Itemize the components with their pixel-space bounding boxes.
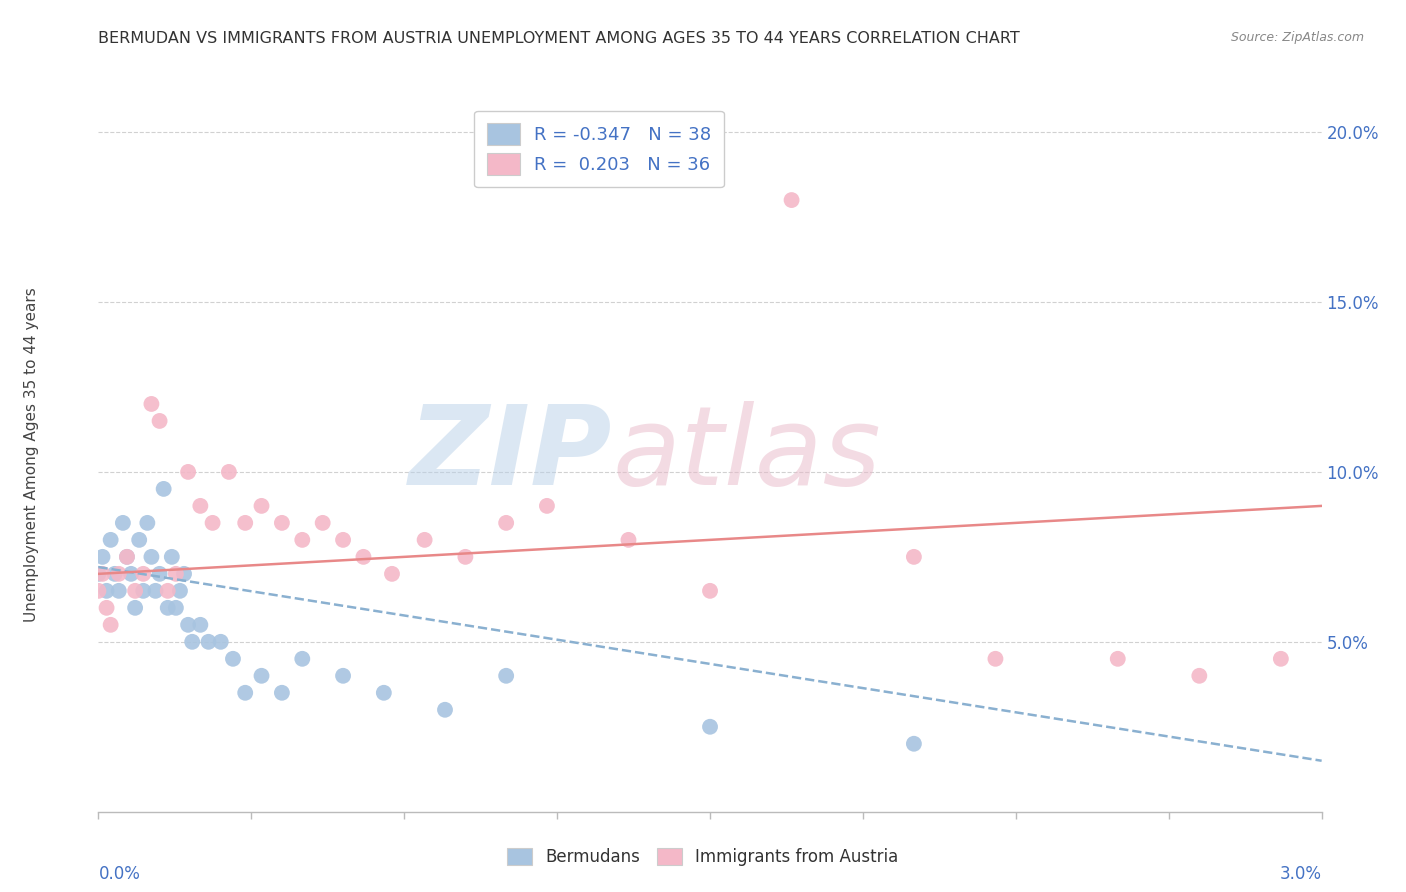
Point	[495, 516, 517, 530]
Point	[433, 703, 456, 717]
Point	[233, 516, 256, 530]
Point	[108, 566, 131, 581]
Point	[699, 720, 721, 734]
Point	[1107, 652, 1129, 666]
Point	[132, 566, 155, 581]
Point	[373, 686, 395, 700]
Point	[132, 583, 155, 598]
Point	[91, 566, 114, 581]
Point	[291, 652, 314, 666]
Point	[87, 583, 110, 598]
Point	[381, 566, 404, 581]
Text: atlas: atlas	[612, 401, 880, 508]
Point	[984, 652, 1007, 666]
Point	[124, 600, 146, 615]
Point	[120, 566, 142, 581]
Point	[188, 617, 212, 632]
Point	[177, 465, 200, 479]
Text: Unemployment Among Ages 35 to 44 years: Unemployment Among Ages 35 to 44 years	[24, 287, 38, 623]
Point	[87, 566, 110, 581]
Point	[145, 583, 167, 598]
Point	[270, 516, 292, 530]
Point	[1188, 669, 1211, 683]
Legend: Bermudans, Immigrants from Austria: Bermudans, Immigrants from Austria	[499, 840, 907, 875]
Point	[903, 549, 925, 564]
Point	[156, 600, 179, 615]
Legend: R = -0.347   N = 38, R =  0.203   N = 36: R = -0.347 N = 38, R = 0.203 N = 36	[474, 111, 724, 187]
Point	[100, 533, 122, 547]
Point	[100, 617, 122, 632]
Point	[160, 549, 183, 564]
Point	[169, 583, 191, 598]
Point	[177, 617, 200, 632]
Point	[128, 533, 150, 547]
Point	[91, 549, 114, 564]
Point	[903, 737, 925, 751]
Point	[165, 566, 187, 581]
Point	[699, 583, 721, 598]
Point	[413, 533, 436, 547]
Point	[270, 686, 292, 700]
Point	[332, 669, 354, 683]
Point	[291, 533, 314, 547]
Point	[115, 549, 138, 564]
Point	[156, 583, 179, 598]
Point	[141, 549, 163, 564]
Point	[136, 516, 159, 530]
Point	[201, 516, 224, 530]
Point	[332, 533, 354, 547]
Point	[197, 635, 219, 649]
Point	[96, 600, 118, 615]
Point	[165, 600, 187, 615]
Point	[617, 533, 640, 547]
Point	[454, 549, 477, 564]
Point	[250, 499, 273, 513]
Point	[780, 193, 803, 207]
Point	[104, 566, 127, 581]
Point	[152, 482, 174, 496]
Point	[352, 549, 374, 564]
Point	[173, 566, 195, 581]
Point	[233, 686, 256, 700]
Point	[536, 499, 558, 513]
Text: ZIP: ZIP	[409, 401, 612, 508]
Point	[218, 465, 240, 479]
Point	[124, 583, 146, 598]
Text: Source: ZipAtlas.com: Source: ZipAtlas.com	[1230, 31, 1364, 45]
Point	[1270, 652, 1292, 666]
Point	[115, 549, 138, 564]
Point	[149, 566, 172, 581]
Text: BERMUDAN VS IMMIGRANTS FROM AUSTRIA UNEMPLOYMENT AMONG AGES 35 TO 44 YEARS CORRE: BERMUDAN VS IMMIGRANTS FROM AUSTRIA UNEM…	[98, 31, 1021, 46]
Point	[149, 414, 172, 428]
Point	[209, 635, 232, 649]
Point	[111, 516, 134, 530]
Point	[96, 583, 118, 598]
Point	[141, 397, 163, 411]
Point	[188, 499, 212, 513]
Point	[250, 669, 273, 683]
Point	[222, 652, 245, 666]
Text: 0.0%: 0.0%	[98, 865, 141, 883]
Point	[108, 583, 131, 598]
Text: 3.0%: 3.0%	[1279, 865, 1322, 883]
Point	[181, 635, 204, 649]
Point	[311, 516, 335, 530]
Point	[495, 669, 517, 683]
